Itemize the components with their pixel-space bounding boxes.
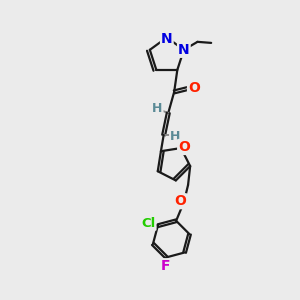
Text: N: N xyxy=(161,32,172,46)
Text: F: F xyxy=(160,259,170,273)
Text: O: O xyxy=(188,81,200,95)
Text: H: H xyxy=(170,130,180,142)
Text: H: H xyxy=(152,102,163,115)
Text: O: O xyxy=(178,140,190,154)
Text: Cl: Cl xyxy=(141,217,155,230)
Text: N: N xyxy=(178,43,190,57)
Text: O: O xyxy=(174,194,186,208)
